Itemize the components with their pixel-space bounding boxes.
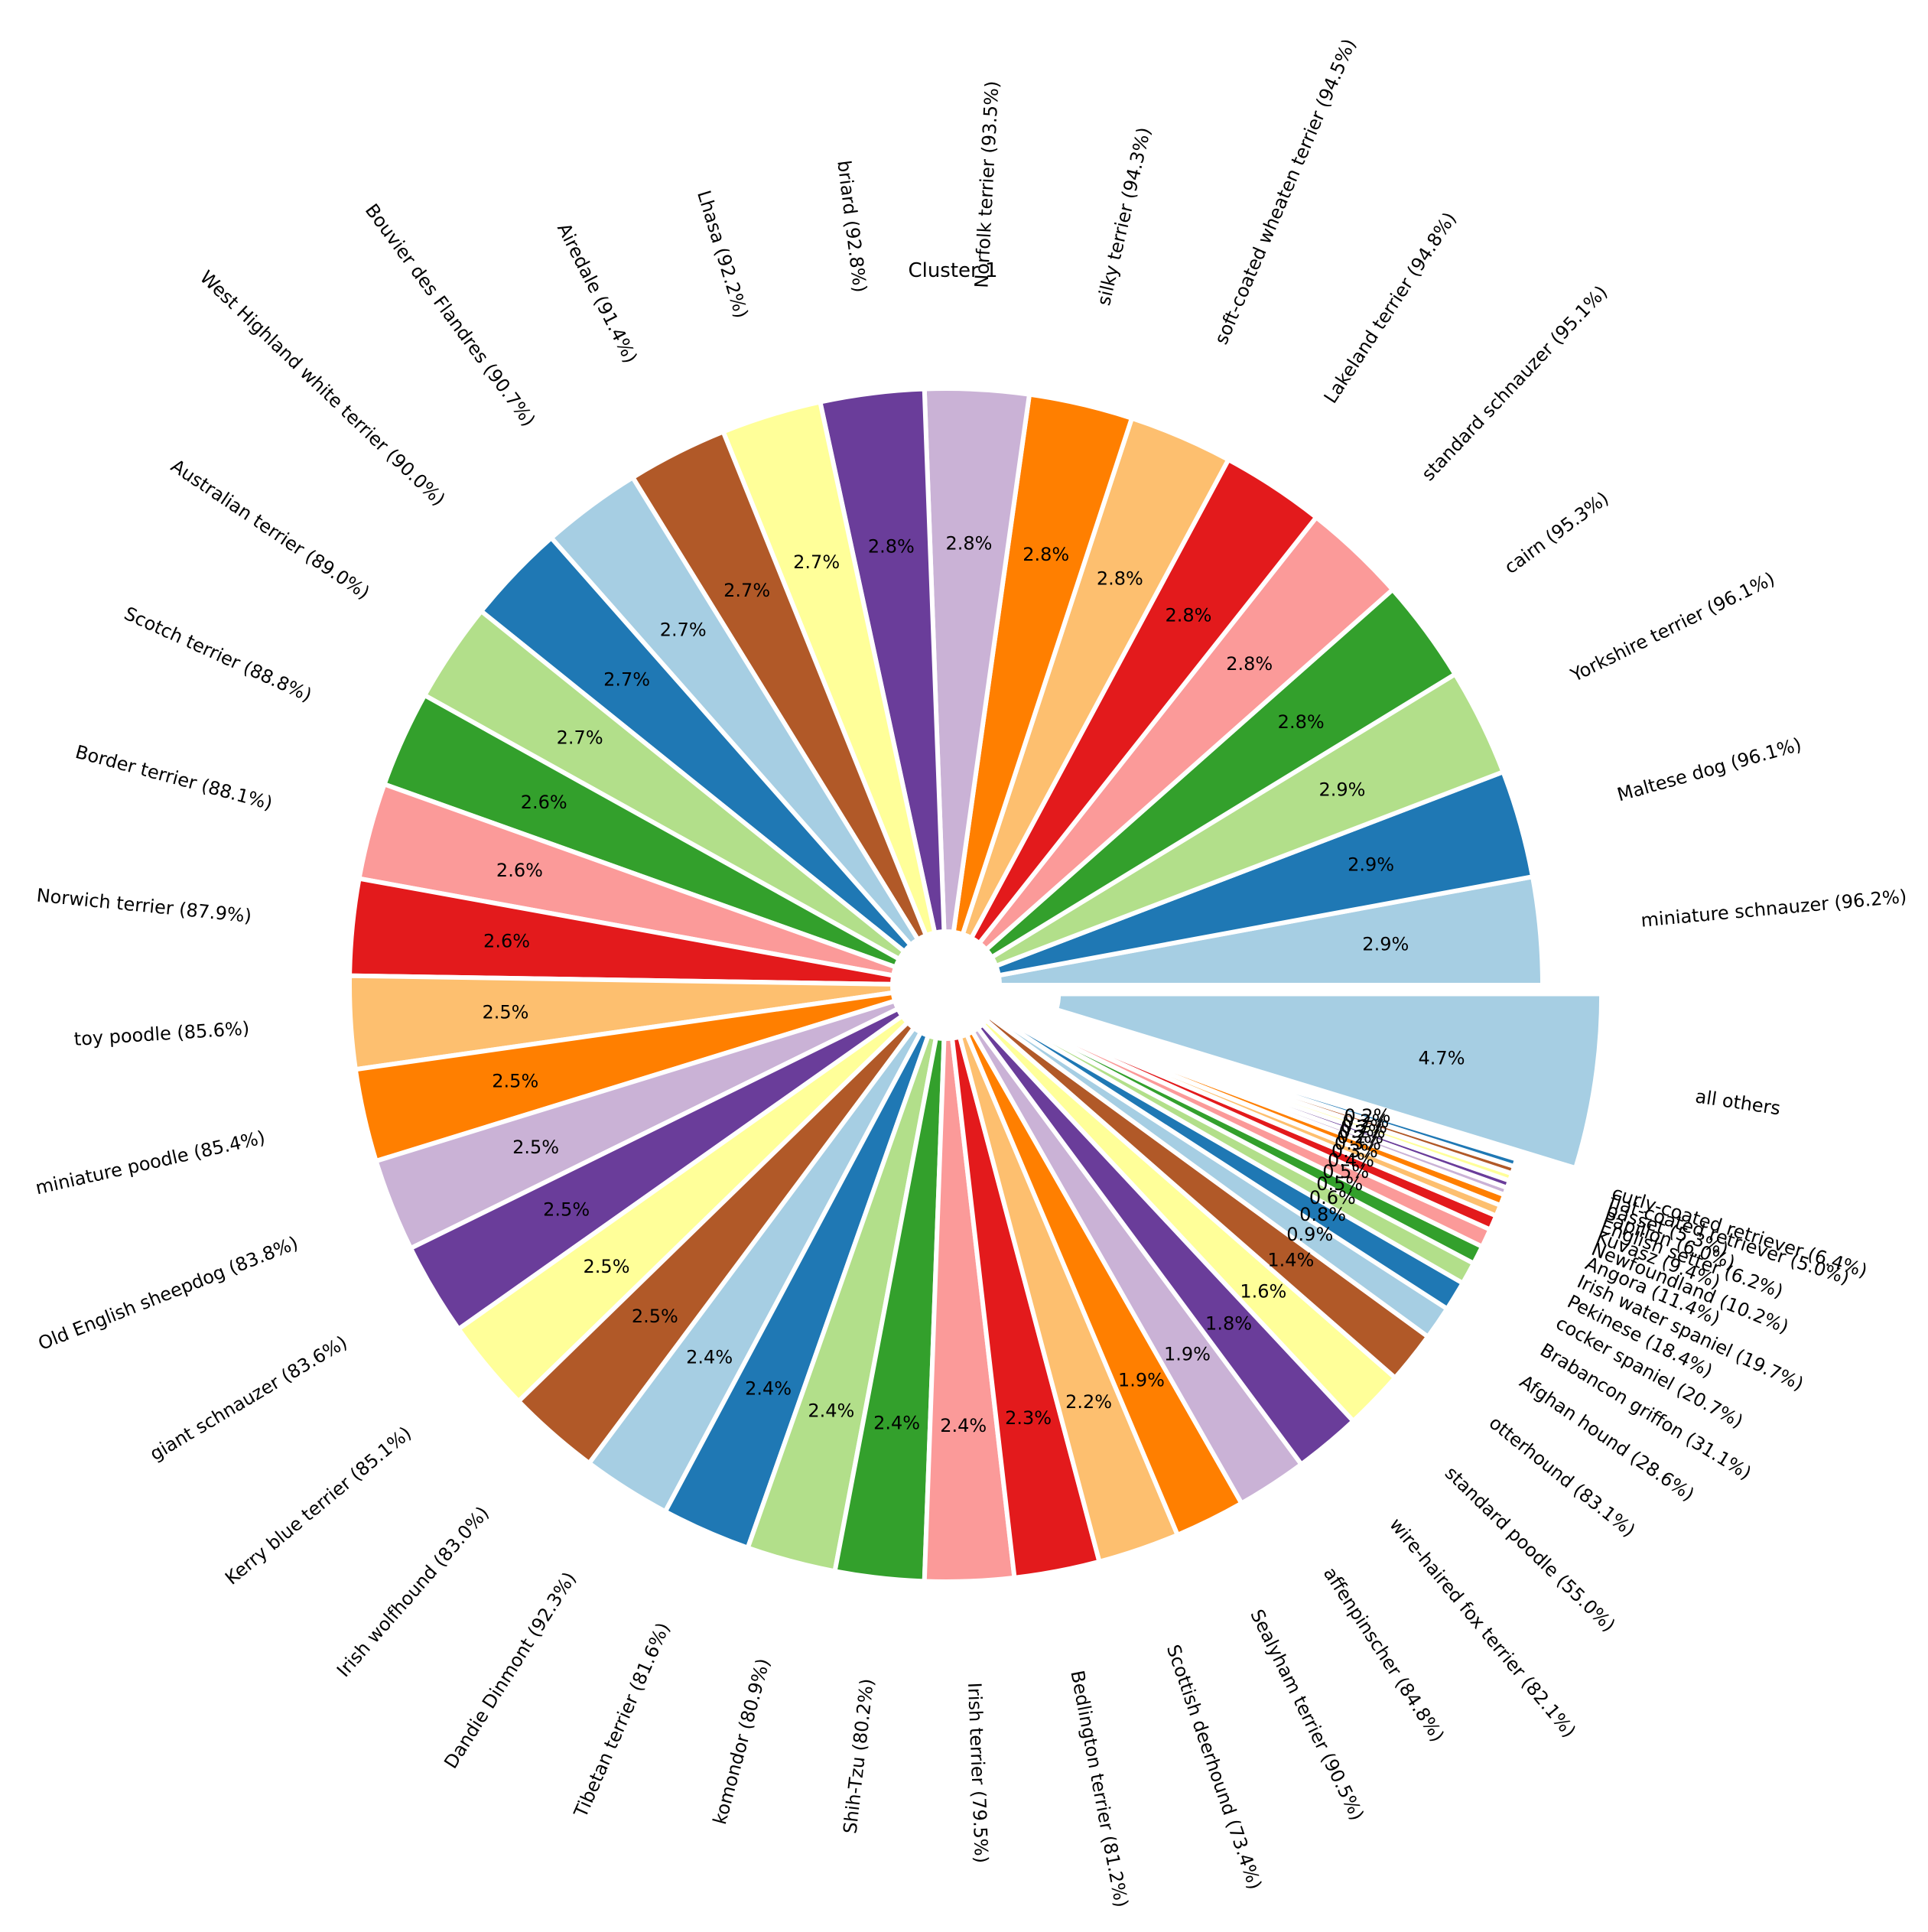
wedge-maltese-dog-96-1 (993, 769, 1536, 978)
slice-label-irish-terrier-79-5: Irish terrier (79.5%) (964, 1682, 992, 1863)
pct-label-all-others: 4.7% (1419, 1048, 1465, 1069)
pct-label-briard-92-8: 2.8% (868, 535, 915, 557)
slice-label-miniature-schnauzer-96-2: miniature schnauzer (96.2%) (1640, 886, 1907, 932)
slice-label-scotch-terrier-88-8: Scotch terrier (88.8%) (121, 603, 315, 706)
pct-label-soft-coated-wheaten-terrier-94-5: 2.8% (1097, 568, 1143, 589)
pct-label-lhasa-92-2: 2.7% (793, 551, 840, 573)
pct-label-scotch-terrier-88-8: 2.6% (521, 792, 567, 813)
pct-label-cocker-spaniel-20-7: 0.6% (1309, 1187, 1356, 1208)
slice-label-border-terrier-88-1: Border terrier (88.1%) (73, 741, 275, 815)
pct-label-basset-5-3: 0.2% (1341, 1116, 1387, 1137)
slice-labels: miniature schnauzer (96.2%) Maltese dog (… (34, 36, 1908, 1910)
slice-label-dandie-dinmont-92-3: Dandie Dinmont (92.3%) (440, 1568, 580, 1772)
chart-title: Cluster 1 (908, 259, 997, 282)
pct-label-kuvasz-9-4: 0.3% (1335, 1133, 1381, 1154)
pct-label-toy-poodle-85-6: 2.5% (482, 1001, 528, 1023)
pct-label-irish-terrier-79-5: 2.4% (940, 1415, 987, 1436)
pct-label-airedale-91-4: 2.7% (723, 580, 770, 601)
percent-labels: 2.9% 2.9% 2.9% 2.8% 2.8% 2.8% 2.8% 2.8% 2.8% 2.8%… (482, 533, 1465, 1436)
slice-label-cairn-95-3: cairn (95.3%) (1500, 487, 1613, 578)
pct-label-shih-tzu-80-2: 2.4% (873, 1413, 920, 1434)
slice-label-silky-terrier-94-3: silky terrier (94.3%) (1093, 125, 1155, 307)
pct-label-norwich-terrier-87-9: 2.6% (483, 931, 530, 952)
pct-label-flat-coated-retriever-5-0: 0.2% (1342, 1111, 1389, 1132)
pct-label-bouvier-des-flandres-90-7: 2.7% (660, 619, 707, 640)
pct-label-maltese-dog-96-1: 2.9% (1348, 854, 1394, 876)
slice-label-old-english-sheepdog-83-8: Old English sheepdog (83.8%) (35, 1232, 301, 1355)
pct-label-giant-schnauzer-83-6: 2.5% (543, 1199, 590, 1221)
pct-label-old-english-sheepdog-83-8: 2.5% (512, 1137, 559, 1158)
pct-label-papillon-6-0: 0.2% (1339, 1121, 1386, 1143)
slice-label-miniature-poodle-85-4: miniature poodle (85.4%) (34, 1127, 268, 1199)
wedge-yorkshire-terrier-96-1 (988, 671, 1507, 969)
pct-label-lakeland-terrier-94-8: 2.8% (1165, 605, 1211, 626)
pct-label-australian-terrier-89-0: 2.7% (557, 727, 603, 749)
pct-label-silky-terrier-94-3: 2.8% (1023, 544, 1069, 565)
slice-label-soft-coated-wheaten-terrier-94-5: soft-coated wheaten terrier (94.5%) (1211, 36, 1361, 348)
pct-label-cairn-95-3: 2.8% (1278, 711, 1325, 733)
pct-label-wire-haired-fox-terrier-82-1: 1.8% (1205, 1312, 1252, 1334)
pct-label-sealyham-terrier-90-5: 1.9% (1118, 1370, 1165, 1391)
pct-label-border-terrier-88-1: 2.6% (496, 860, 543, 881)
wedge-all-others (1053, 991, 1604, 1171)
slice-label-affenpinscher-84-8: affenpinscher (84.8%) (1319, 1563, 1448, 1745)
slice-label-tibetan-terrier-81-6: Tibetan terrier (81.6%) (570, 1619, 675, 1821)
pct-label-kerry-blue-terrier-85-1: 2.5% (584, 1256, 630, 1277)
slice-label-irish-wolfhound-83-0: Irish wolfhound (83.0%) (333, 1502, 493, 1681)
slice-label-australian-terrier-89-0: Australian terrier (89.0%) (167, 455, 373, 603)
slice-label-maltese-dog-96-1: Maltese dog (96.1%) (1614, 733, 1803, 805)
pct-label-irish-wolfhound-83-0: 2.5% (632, 1306, 678, 1327)
slice-label-airedale-91-4: Airedale (91.4%) (553, 220, 642, 366)
pct-label-norfolk-terrier-93-5: 2.8% (946, 533, 993, 555)
pct-label-pekinese-18-4: 0.5% (1316, 1173, 1363, 1195)
pct-label-english-setter-6-2: 0.2% (1337, 1127, 1383, 1148)
pct-label-afghan-hound-28-6: 0.9% (1286, 1224, 1333, 1245)
slice-label-bedlington-terrier-81-2: Bedlington terrier (81.2%) (1066, 1669, 1132, 1909)
pct-label-tibetan-terrier-81-6: 2.4% (745, 1377, 792, 1399)
pct-label-yorkshire-terrier-96-1: 2.9% (1319, 779, 1366, 800)
wedge-curly-coated-retriever-6-4 (993, 997, 1520, 1169)
slice-label-lakeland-terrier-94-8: Lakeland terrier (94.8%) (1320, 208, 1461, 407)
pct-label-curly-coated-retriever-6-4: 0.2% (1344, 1105, 1390, 1127)
slice-label-norfolk-terrier-93-5: Norfolk terrier (93.5%) (971, 80, 1003, 288)
pct-label-komondor-80-9: 2.4% (808, 1400, 854, 1421)
pct-label-brabancon-griffon-31-1: 0.8% (1299, 1204, 1346, 1225)
slice-label-scottish-deerhound-73-4: Scottish deerhound (73.4%) (1162, 1642, 1266, 1892)
pct-label-standard-poodle-55-0: 1.6% (1240, 1280, 1286, 1302)
pct-label-scottish-deerhound-73-4: 2.2% (1065, 1391, 1112, 1413)
slice-label-standard-schnauzer-95-1: standard schnauzer (95.1%) (1417, 281, 1611, 485)
slice-label-bouvier-des-flandres-90-7: Bouvier des Flandres (90.7%) (361, 200, 540, 430)
pct-label-miniature-schnauzer-96-2: 2.9% (1362, 933, 1409, 955)
slice-label-kerry-blue-terrier-85-1: Kerry blue terrier (85.1%) (221, 1423, 415, 1589)
pct-label-bedlington-terrier-81-2: 2.3% (1005, 1407, 1052, 1429)
slice-label-west-highland-white-terrier-90-0: West Highland white terrier (90.0%) (196, 266, 450, 510)
slice-label-yorkshire-terrier-96-1: Yorkshire terrier (96.1%) (1566, 568, 1778, 686)
slice-label-toy-poodle-85-6: toy poodle (85.6%) (73, 1018, 250, 1050)
wedge-miniature-schnauzer-96-2 (996, 873, 1546, 987)
pct-label-standard-schnauzer-95-1: 2.8% (1226, 653, 1273, 675)
slice-label-giant-schnauzer-83-6: giant schnauzer (83.6%) (146, 1332, 351, 1465)
slice-label-lhasa-92-2: Lhasa (92.2%) (693, 188, 753, 321)
pct-label-miniature-poodle-85-4: 2.5% (492, 1070, 538, 1091)
pct-label-dandie-dinmont-92-3: 2.4% (686, 1346, 733, 1368)
slice-label-shih-tzu-80-2: Shih-Tzu (80.2%) (839, 1677, 878, 1835)
pct-label-west-highland-white-terrier-90-0: 2.7% (603, 668, 650, 690)
slice-label-briard-92-8: briard (92.8%) (833, 159, 870, 294)
slice-label-sealyham-terrier-90-5: Sealyham terrier (90.5%) (1246, 1606, 1368, 1824)
pct-label-irish-water-spaniel-19-7: 0.5% (1322, 1161, 1369, 1182)
slice-label-norwich-terrier-87-9: Norwich terrier (87.9%) (36, 885, 253, 927)
pct-label-newfoundland-10-2: 0.3% (1331, 1140, 1378, 1162)
pie-wedges (347, 386, 1604, 1584)
pct-label-affenpinscher-84-8: 1.9% (1164, 1343, 1211, 1364)
slice-label-komondor-80-9: komondor (80.9%) (709, 1656, 774, 1826)
slice-label-all-others: all others (1694, 1085, 1782, 1119)
pct-label-otterhound-83-1: 1.4% (1267, 1249, 1314, 1270)
pct-label-angora-11-4: 0.4% (1328, 1150, 1374, 1171)
